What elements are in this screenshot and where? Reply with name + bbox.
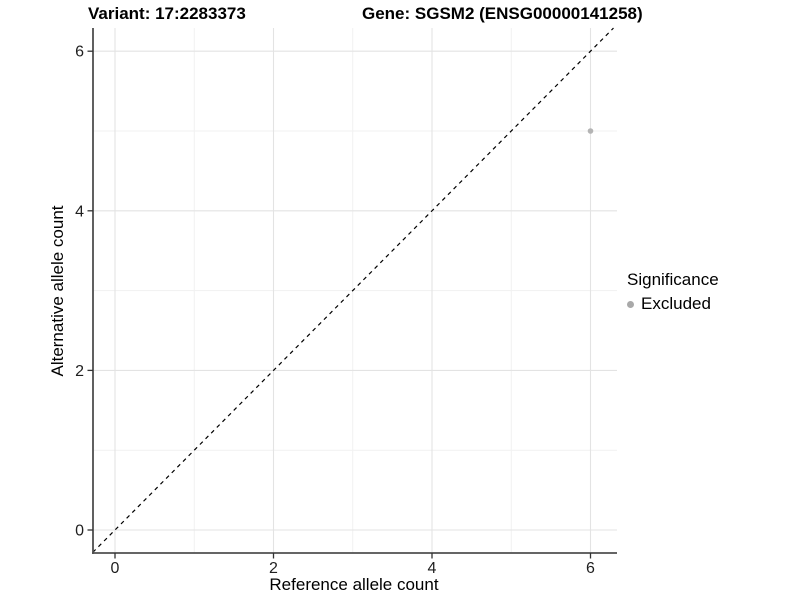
legend-title: Significance	[627, 270, 719, 289]
x-tick-label: 2	[269, 560, 278, 577]
data-point	[587, 128, 594, 134]
x-tick-label: 0	[111, 560, 120, 577]
identity-reference-line	[92, 27, 614, 553]
y-axis-title: Alternative allele count	[48, 205, 67, 377]
y-tick-label: 6	[75, 44, 84, 61]
legend-entry-label: Excluded	[641, 294, 711, 313]
y-tick-label: 0	[75, 523, 84, 540]
x-tick-label: 6	[586, 560, 595, 577]
legend: Significance Excluded	[627, 270, 719, 314]
legend-key-dot-icon	[627, 300, 634, 308]
x-tick-label: 4	[428, 560, 437, 577]
plot-title-gene: Gene: SGSM2 (ENSG00000141258)	[362, 4, 643, 23]
legend-entry-excluded: Excluded	[627, 294, 719, 314]
y-tick-label: 2	[75, 363, 84, 380]
y-tick-label: 4	[75, 203, 84, 220]
x-axis-title: Reference allele count	[269, 575, 439, 594]
plot-title-variant: Variant: 17:2283373	[88, 4, 246, 23]
